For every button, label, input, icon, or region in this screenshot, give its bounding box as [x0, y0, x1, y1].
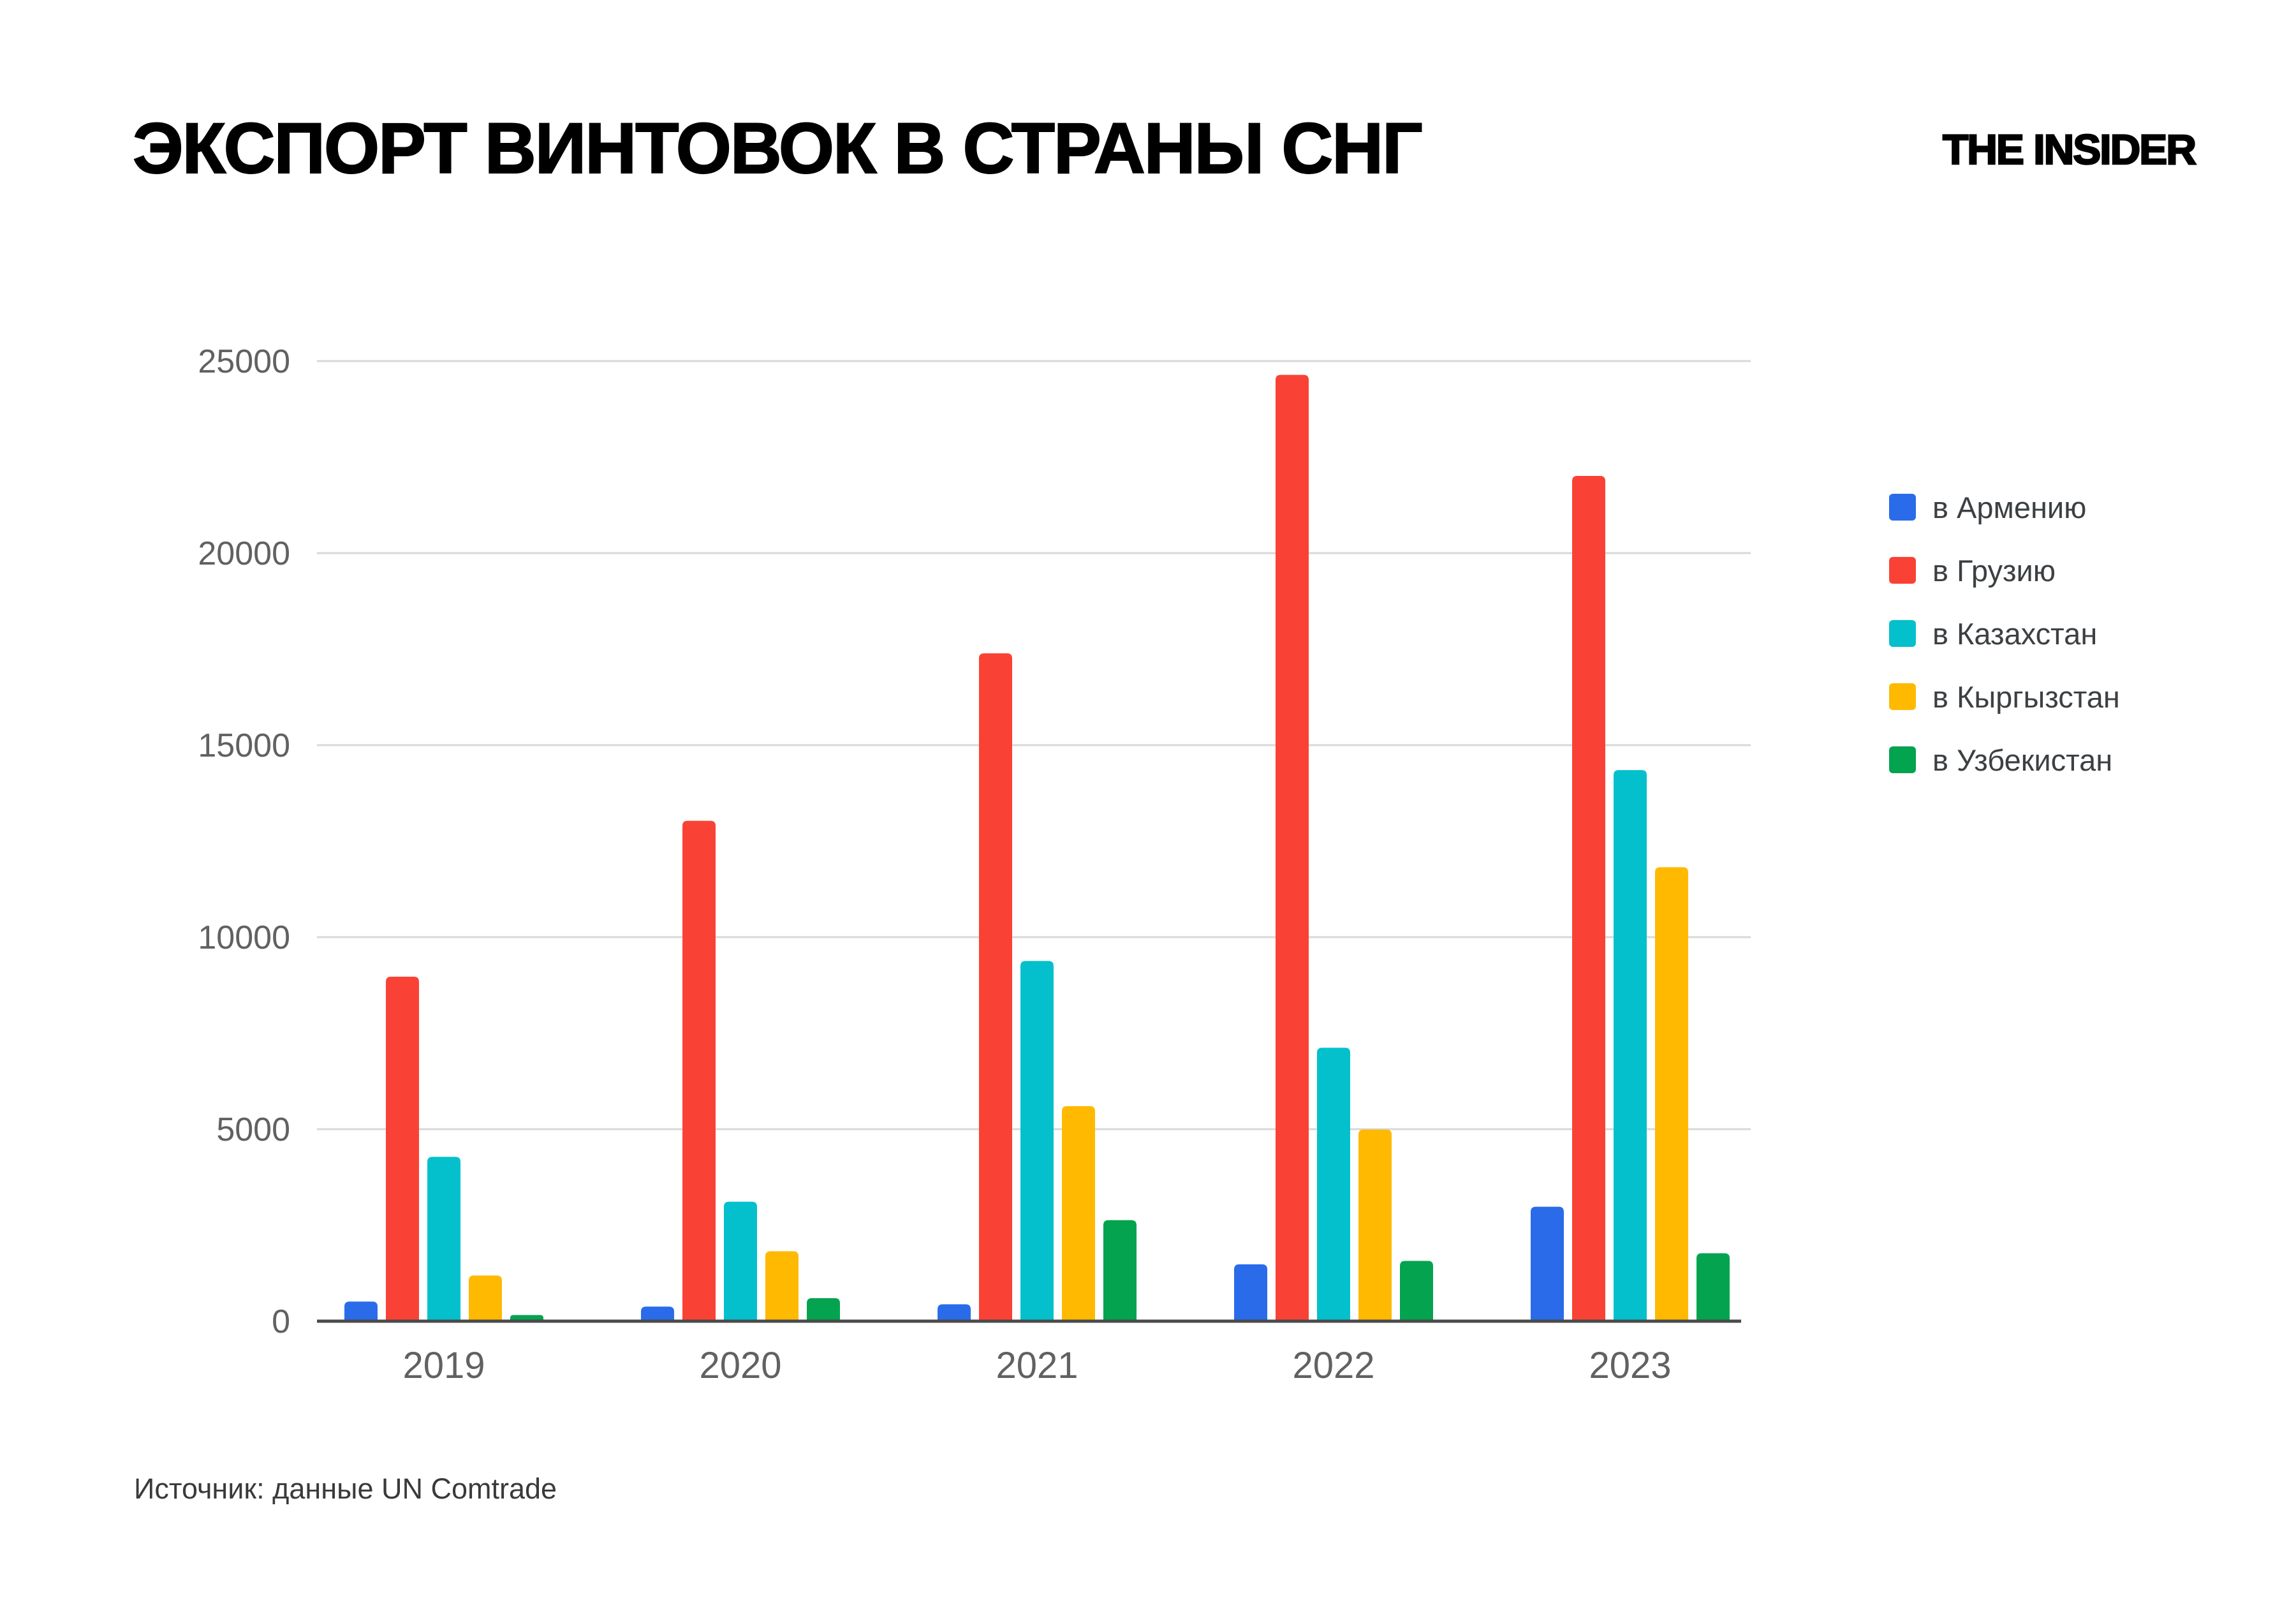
bar-2019-series0	[344, 1301, 378, 1321]
legend-label-3: в Кыргызстан	[1932, 679, 2120, 714]
bar-2020-series4	[807, 1298, 840, 1321]
bar-2020-series3	[765, 1251, 798, 1321]
legend-item-1: в Грузию	[1889, 554, 2120, 588]
legend-swatch-2	[1889, 620, 1916, 647]
legend-label-2: в Казахстан	[1932, 616, 2098, 651]
legend: в Армению в Грузию в Казахстан в Кыргызстан…	[1889, 491, 2120, 777]
legend-swatch-3	[1889, 683, 1916, 710]
y-tick-label-20000: 20000	[198, 535, 290, 572]
x-tick-label-2020: 2020	[699, 1345, 781, 1386]
legend-swatch-1	[1889, 557, 1916, 584]
brand-logo: THE INSIDER	[1942, 125, 2198, 174]
bar-2021-series4	[1103, 1220, 1137, 1321]
x-tick-label-2022: 2022	[1292, 1345, 1374, 1386]
bar-2020-series1	[682, 820, 716, 1321]
source-note: Источник: данные UN Comtrade	[134, 1472, 557, 1505]
chart-title: ЭКСПОРТ ВИНТОВОК В СТРАНЫ СНГ	[132, 108, 1424, 189]
bar-2023-series1	[1572, 475, 1605, 1321]
bar-2023-series3	[1655, 867, 1688, 1321]
bar-2023-series2	[1614, 770, 1647, 1321]
legend-label-4: в Узбекистан	[1932, 743, 2113, 777]
y-tick-label-0: 0	[272, 1303, 290, 1340]
legend-label-1: в Грузию	[1932, 553, 2056, 588]
bar-2021-series3	[1062, 1106, 1095, 1321]
legend-label-0: в Армению	[1932, 490, 2087, 524]
bar-2020-series0	[641, 1307, 674, 1321]
bar-2019-series2	[427, 1157, 460, 1321]
legend-swatch-4	[1889, 746, 1916, 773]
bar-2022-series3	[1358, 1129, 1392, 1321]
bar-2023-series0	[1531, 1206, 1564, 1321]
bar-2022-series4	[1400, 1261, 1433, 1321]
bar-2023-series4	[1696, 1253, 1730, 1321]
bar-2022-series0	[1234, 1264, 1267, 1321]
legend-item-3: в Кыргызстан	[1889, 680, 2120, 714]
legend-item-0: в Армению	[1889, 491, 2120, 524]
bar-2021-series1	[979, 653, 1012, 1321]
bar-2021-series0	[938, 1304, 971, 1321]
y-tick-label-10000: 10000	[198, 919, 290, 956]
x-tick-label-2023: 2023	[1589, 1345, 1671, 1386]
y-tick-label-25000: 25000	[198, 343, 290, 380]
legend-swatch-0	[1889, 494, 1916, 521]
bar-2019-series1	[386, 977, 419, 1321]
y-tick-label-15000: 15000	[198, 727, 290, 764]
x-tick-label-2021: 2021	[996, 1345, 1078, 1386]
bar-2020-series2	[724, 1201, 757, 1321]
x-tick-label-2019: 2019	[402, 1345, 485, 1386]
bar-2019-series3	[469, 1275, 502, 1321]
bar-2021-series2	[1020, 961, 1054, 1321]
legend-item-2: в Казахстан	[1889, 617, 2120, 651]
bar-2022-series1	[1276, 374, 1309, 1321]
y-tick-label-5000: 5000	[216, 1111, 290, 1148]
bar-2022-series2	[1317, 1048, 1350, 1321]
legend-item-4: в Узбекистан	[1889, 743, 2120, 777]
